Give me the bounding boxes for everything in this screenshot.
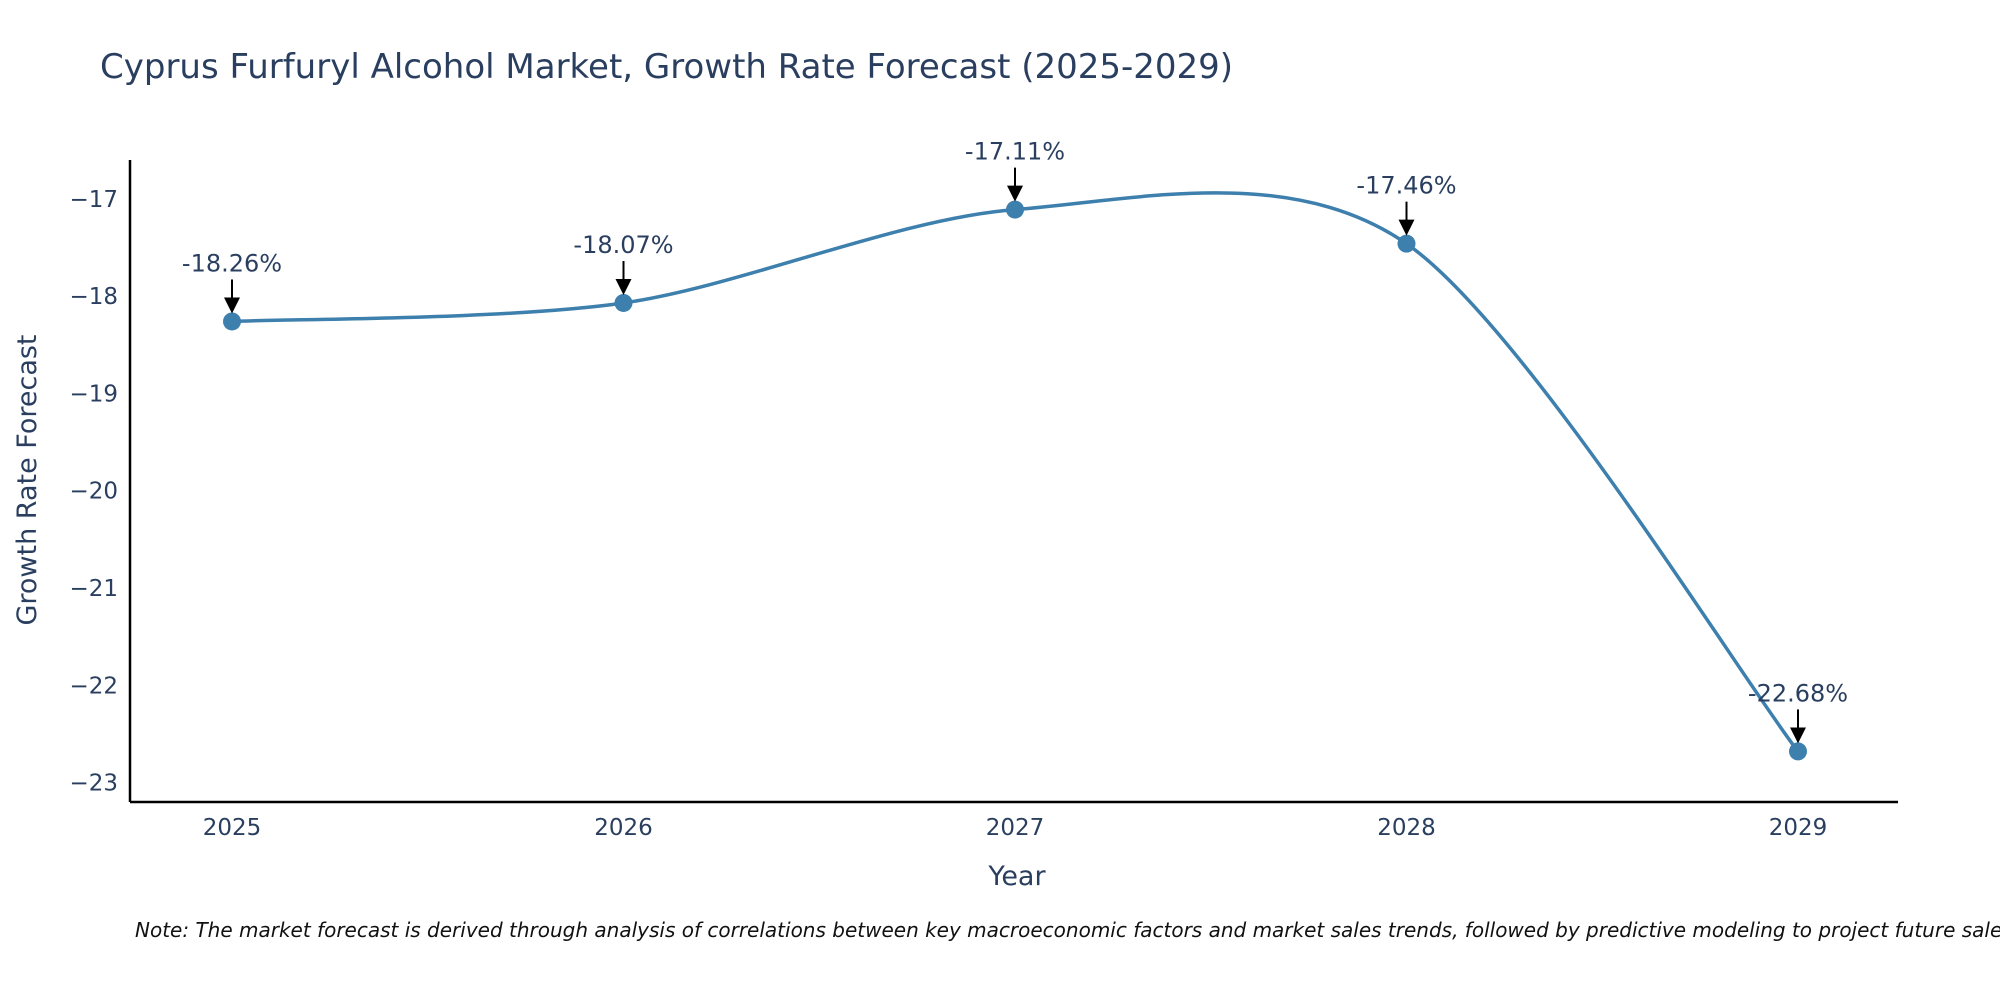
y-tick-label: −21 <box>69 576 118 602</box>
x-tick-label: 2029 <box>1769 815 1828 841</box>
x-tick-label: 2025 <box>203 815 262 841</box>
data-point <box>1789 742 1807 761</box>
y-tick-label: −22 <box>69 673 118 699</box>
data-label: -22.68% <box>1748 679 1848 707</box>
y-tick-label: −17 <box>69 187 118 213</box>
chart-title: Cyprus Furfuryl Alcohol Market, Growth R… <box>100 47 1233 87</box>
data-point <box>1006 200 1024 219</box>
x-tick-label: 2026 <box>594 815 653 841</box>
y-tick-label: −19 <box>69 381 118 407</box>
x-tick-label: 2028 <box>1377 815 1436 841</box>
y-axis-title: Growth Rate Forecast <box>12 334 43 625</box>
x-tick-label: 2027 <box>986 815 1045 841</box>
data-point <box>223 312 241 331</box>
plot-area: −17 −18 −19 −20 −21 −22 −23 2025 2026 2027 2028 202… <box>69 138 1898 841</box>
data-point <box>614 293 633 312</box>
data-label: -18.07% <box>573 231 673 259</box>
data-label: -18.26% <box>182 249 282 277</box>
data-label: -17.46% <box>1356 172 1456 200</box>
y-tick-label: −20 <box>69 479 118 505</box>
y-tick-label: −18 <box>69 284 118 310</box>
y-tick-label: −23 <box>69 771 118 797</box>
x-axis-title: Year <box>987 861 1046 892</box>
footnote: Note: The market forecast is derived thr… <box>135 918 2000 942</box>
data-point <box>1397 234 1416 253</box>
data-label: -17.11% <box>965 138 1065 166</box>
series-line <box>231 191 1800 753</box>
